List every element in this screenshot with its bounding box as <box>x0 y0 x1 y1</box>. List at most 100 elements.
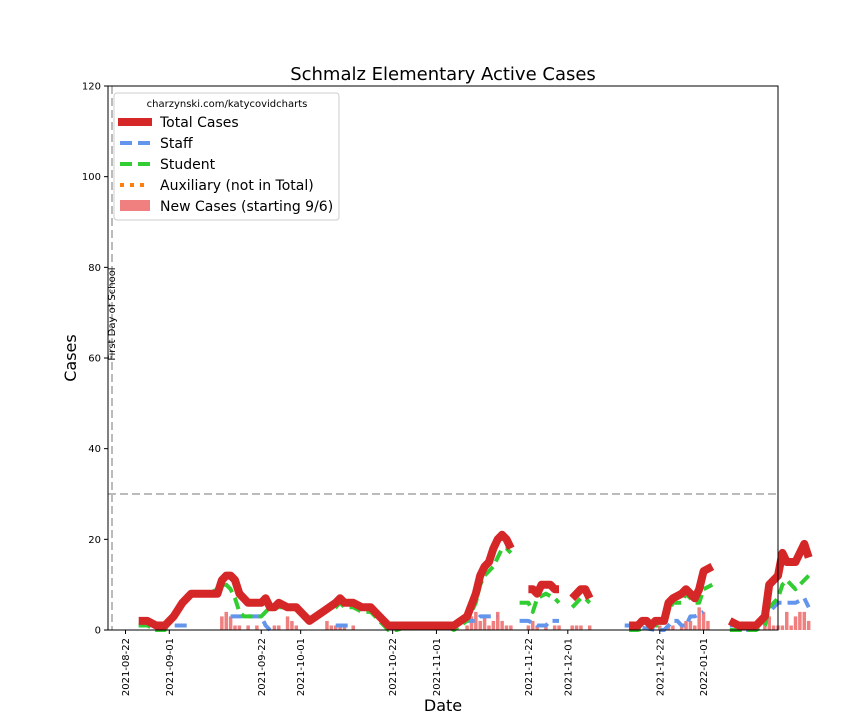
new-cases-bar <box>290 620 294 630</box>
new-cases-bar <box>342 625 347 630</box>
x-tick-label: 2021-08-22 <box>121 638 132 696</box>
new-cases-bar <box>535 625 539 630</box>
y-axis: 0 20 40 60 80 100 120 <box>82 82 108 637</box>
student-line <box>138 546 513 632</box>
new-cases-bar <box>351 625 355 630</box>
legend-box <box>113 92 340 221</box>
new-cases-bar <box>671 625 675 630</box>
legend-label-staff: Staff <box>160 136 193 152</box>
staff-line <box>519 618 559 628</box>
new-cases-bar <box>469 616 474 630</box>
new-cases-bar <box>701 611 706 630</box>
new-cases-bar <box>224 611 228 630</box>
x-tick-label: 2021-09-01 <box>165 638 176 696</box>
y-tick-label: 60 <box>88 354 101 365</box>
y-tick-label: 0 <box>95 626 101 637</box>
new-cases-bar <box>478 620 482 630</box>
x-tick-label: 2021-09-22 <box>257 638 268 696</box>
legend-label-total: Total Cases <box>159 115 239 131</box>
staff-line <box>729 596 811 632</box>
new-cases-bar <box>688 620 693 630</box>
new-cases-bar <box>338 625 342 630</box>
new-cases-bar <box>806 620 811 630</box>
new-cases-bar <box>793 616 798 630</box>
total-cases-line <box>528 580 559 598</box>
new-cases-bar <box>285 616 290 630</box>
new-cases-bar <box>693 625 697 630</box>
x-axis-label: Date <box>424 696 462 715</box>
new-cases-bar <box>767 616 771 630</box>
legend-label-new-cases: New Cases (starting 9/6) <box>160 199 333 215</box>
new-cases-bar <box>294 625 299 630</box>
new-cases-bar <box>557 625 561 630</box>
total-cases-line <box>138 530 515 630</box>
new-cases-bar <box>487 625 491 630</box>
new-cases-bar <box>526 625 531 630</box>
y-tick-label: 40 <box>88 444 101 455</box>
new-cases-bar <box>679 625 684 630</box>
y-tick-label: 100 <box>82 172 101 183</box>
total-cases-line <box>629 562 715 630</box>
new-cases-bar <box>325 620 329 630</box>
new-cases-bar <box>495 611 500 630</box>
new-cases-bar <box>587 625 592 630</box>
total-cases-line <box>569 585 594 602</box>
plot-area <box>108 86 813 632</box>
new-cases-bar <box>333 625 338 630</box>
legend-label-auxiliary: Auxiliary (not in Total) <box>160 178 314 194</box>
new-cases-bar <box>465 625 469 630</box>
new-cases-bar <box>697 607 701 630</box>
legend-label-student: Student <box>160 157 216 173</box>
x-tick-label: 2021-10-22 <box>388 638 399 696</box>
new-cases-bar <box>277 625 281 630</box>
new-cases-bar <box>552 625 557 630</box>
new-cases-bar <box>684 620 688 630</box>
new-cases-bar <box>228 616 233 630</box>
new-cases-bar <box>220 616 224 630</box>
new-cases-bar <box>706 620 710 630</box>
student-line <box>519 591 561 614</box>
new-cases-bar <box>544 625 548 630</box>
new-cases-bar <box>802 611 807 630</box>
new-cases-bar <box>798 611 802 630</box>
new-cases-bar <box>579 625 583 630</box>
new-cases-bar <box>658 625 662 630</box>
new-cases-bar <box>531 620 535 630</box>
student-line <box>570 596 592 609</box>
first-day-label: First Day of School <box>107 267 118 360</box>
new-cases-bar <box>574 625 579 630</box>
new-cases-bar <box>509 625 513 630</box>
new-cases-bar <box>780 625 785 630</box>
staff-line <box>230 614 272 632</box>
x-axis: 2021-08-22 2021-09-01 2021-09-22 2021-10-01… <box>121 630 710 696</box>
y-tick-label: 80 <box>88 263 101 274</box>
chart-title: Schmalz Elementary Active Cases <box>290 64 596 85</box>
y-tick-label: 120 <box>82 82 101 93</box>
new-cases-bar <box>482 616 487 630</box>
x-tick-label: 2022-01-01 <box>699 638 710 696</box>
x-tick-label: 2021-12-22 <box>655 638 666 696</box>
new-cases-bar <box>237 625 242 630</box>
new-cases-bar <box>789 625 793 630</box>
y-axis-label: Cases <box>61 334 80 382</box>
new-cases-bar <box>233 625 237 630</box>
new-cases-bar <box>272 625 277 630</box>
staff-line <box>462 614 498 623</box>
x-tick-label: 2021-10-01 <box>296 638 307 696</box>
new-cases-bar <box>785 611 789 630</box>
x-tick-label: 2021-12-01 <box>563 638 574 696</box>
new-cases-bar <box>771 625 776 630</box>
new-cases-bar <box>500 620 504 630</box>
x-tick-label: 2021-11-01 <box>432 638 443 696</box>
new-cases-bar <box>491 620 496 630</box>
new-cases-bar <box>474 611 478 630</box>
new-cases-bar <box>329 625 334 630</box>
x-tick-label: 2021-11-22 <box>524 638 535 696</box>
legend-swatch-new-cases <box>120 200 150 211</box>
new-cases-bar <box>255 625 259 630</box>
new-cases-bar <box>246 625 250 630</box>
new-cases-bar <box>570 625 574 630</box>
total-cases-line <box>727 539 813 630</box>
y-tick-label: 20 <box>88 535 101 546</box>
